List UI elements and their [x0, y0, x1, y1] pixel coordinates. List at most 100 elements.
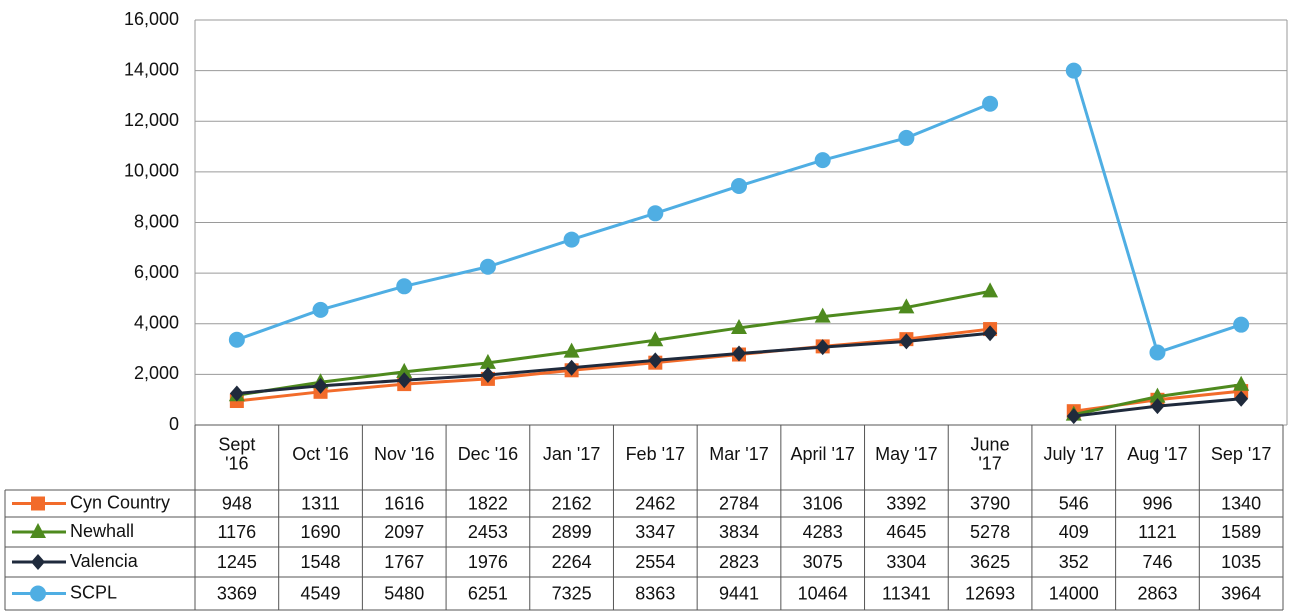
marker	[982, 95, 999, 112]
marker	[313, 377, 328, 394]
marker	[396, 278, 413, 295]
marker	[732, 345, 746, 362]
series-line	[236, 70, 1242, 355]
marker	[983, 325, 998, 342]
marker	[1234, 390, 1249, 407]
marker	[228, 331, 245, 348]
y-tick-label: 0	[169, 414, 179, 434]
table-value: 7325	[552, 583, 592, 603]
table-value: 2162	[552, 493, 592, 513]
x-tick-label: May '17	[875, 444, 937, 464]
marker	[898, 298, 915, 314]
table-value: 948	[222, 493, 252, 513]
table-value: 1245	[217, 552, 257, 572]
marker	[898, 129, 915, 146]
marker	[397, 372, 412, 389]
y-tick-label: 16,000	[124, 9, 179, 29]
table-value: 3964	[1221, 583, 1261, 603]
x-tick-label: Nov '16	[374, 444, 434, 464]
marker	[30, 585, 46, 602]
legend-label: SCPL	[70, 582, 117, 602]
table-value: 2784	[719, 493, 759, 513]
marker	[1233, 316, 1250, 333]
marker	[814, 152, 831, 169]
x-tick-label: July '17	[1044, 444, 1104, 464]
table-value: 2554	[635, 552, 675, 572]
table-value: 1035	[1221, 552, 1261, 572]
marker	[229, 385, 244, 402]
table-value: 1340	[1221, 493, 1261, 513]
table-value: 11341	[882, 583, 931, 603]
marker	[899, 333, 914, 350]
table-value: 3106	[803, 493, 843, 513]
marker	[647, 331, 664, 347]
x-tick-label: Mar '17	[709, 444, 768, 464]
y-tick-label: 2,000	[134, 363, 179, 383]
marker	[814, 307, 831, 323]
table-value: 1822	[468, 493, 508, 513]
marker	[815, 339, 830, 356]
marker	[1149, 344, 1166, 361]
marker	[647, 205, 664, 222]
table-value: 3347	[635, 522, 675, 542]
marker	[564, 359, 579, 376]
table-value: 12693	[965, 583, 1015, 603]
table-value: 1589	[1221, 522, 1261, 542]
table-value: 6251	[468, 583, 508, 603]
y-tick-label: 6,000	[134, 262, 179, 282]
table-value: 1616	[384, 493, 424, 513]
x-tick-label: Dec '16	[458, 444, 518, 464]
table-value: 3392	[886, 493, 926, 513]
legend-label: Valencia	[70, 551, 139, 571]
y-tick-label: 14,000	[124, 59, 179, 79]
table-value: 2097	[384, 522, 424, 542]
marker	[30, 523, 46, 538]
table-value: 2823	[719, 552, 759, 572]
x-tick-label: Sep '17	[1211, 444, 1272, 464]
marker	[1233, 375, 1250, 391]
table-value: 3304	[886, 552, 926, 572]
y-tick-label: 8,000	[134, 211, 179, 231]
marker	[31, 496, 45, 511]
marker	[563, 231, 580, 248]
table-value: 1176	[217, 522, 256, 542]
table-value: 9441	[719, 583, 759, 603]
marker	[479, 353, 496, 369]
legend-label: Newhall	[70, 521, 134, 541]
x-tick-label: Aug '17	[1127, 444, 1188, 464]
marker	[1149, 387, 1166, 403]
table-value: 1976	[468, 552, 508, 572]
table-value: 1767	[384, 552, 424, 572]
x-tick-label: Feb '17	[626, 444, 685, 464]
table-value: 1311	[301, 493, 340, 513]
table-value: 3834	[719, 522, 759, 542]
table-value: 3625	[970, 552, 1010, 572]
table-value: 2462	[635, 493, 675, 513]
x-tick-label: June '17	[971, 434, 1010, 473]
table-value: 10464	[798, 583, 848, 603]
y-tick-label: 4,000	[134, 313, 179, 333]
marker	[31, 554, 45, 570]
y-tick-label: 10,000	[124, 161, 179, 181]
x-tick-label: April '17	[790, 444, 854, 464]
marker	[480, 366, 495, 383]
marker	[982, 282, 999, 298]
marker	[312, 301, 329, 318]
table-value: 1548	[301, 552, 341, 572]
table-value: 4283	[803, 522, 843, 542]
marker	[563, 342, 580, 358]
table-value: 2453	[468, 522, 508, 542]
table-value: 546	[1059, 493, 1089, 513]
table-value: 8363	[635, 583, 675, 603]
marker	[479, 258, 496, 275]
table-value: 3075	[803, 552, 843, 572]
table-value: 3369	[217, 583, 257, 603]
table-value: 409	[1059, 522, 1089, 542]
table-value: 1121	[1138, 522, 1177, 542]
table-value: 2863	[1137, 583, 1177, 603]
x-tick-label: Oct '16	[292, 444, 348, 464]
table-value: 2264	[552, 552, 592, 572]
marker	[648, 352, 663, 369]
table-value: 2899	[552, 522, 592, 542]
